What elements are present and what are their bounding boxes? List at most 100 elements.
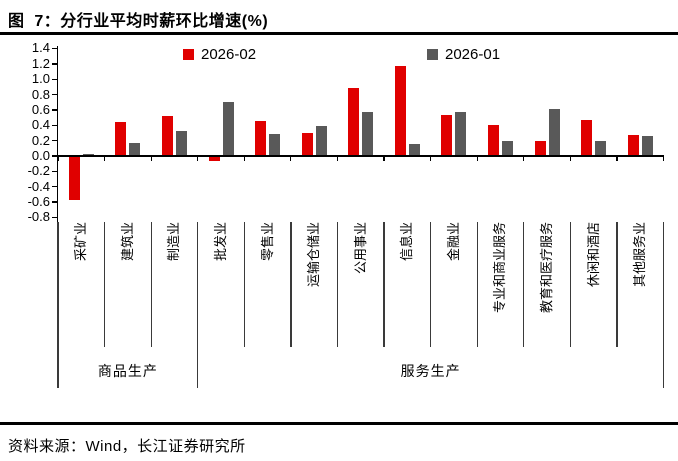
x-axis-category-tick xyxy=(336,156,339,161)
category-label-教育和医疗服务: 教育和医疗服务 xyxy=(539,222,555,314)
y-tick xyxy=(51,186,57,188)
bar-2026-02-其他服务业 xyxy=(627,135,639,156)
category-separator-line xyxy=(523,222,525,347)
bar-2026-02-信息业 xyxy=(394,66,406,156)
y-tick xyxy=(51,170,57,173)
group-separator-line xyxy=(57,222,59,388)
category-separator-line xyxy=(290,222,292,347)
category-label-建筑业: 建筑业 xyxy=(119,222,135,262)
source-note: 资料来源：Wind，长江证券研究所 xyxy=(8,438,246,455)
x-axis-category-tick xyxy=(383,156,385,161)
category-label-公用事业: 公用事业 xyxy=(352,222,368,275)
bar-2026-01-公用事业 xyxy=(362,112,374,156)
bar-2026-02-专业和商业服务 xyxy=(487,125,499,156)
x-axis-category-tick xyxy=(569,156,571,161)
category-separator-line xyxy=(430,222,432,347)
y-tick xyxy=(51,124,57,126)
category-separator-line xyxy=(383,222,385,347)
group-separator-line xyxy=(197,222,199,388)
y-tick-label: 0.0 xyxy=(31,148,50,163)
bar-2026-01-批发业 xyxy=(222,102,234,156)
x-axis-category-tick xyxy=(150,156,152,161)
category-label-专业和商业服务: 专业和商业服务 xyxy=(492,222,508,314)
legend-item-2026-02: 2026-02 xyxy=(183,47,256,63)
y-tick-label: 1.0 xyxy=(31,71,50,87)
bar-2026-01-金融业 xyxy=(455,112,467,156)
legend-label: 2026-02 xyxy=(201,46,257,63)
x-axis-category-tick xyxy=(616,156,618,161)
category-label-休闲和酒店: 休闲和酒店 xyxy=(585,222,601,288)
category-separator-line xyxy=(476,222,478,347)
x-axis-category-tick xyxy=(243,156,245,161)
category-label-批发业: 批发业 xyxy=(213,222,229,262)
bar-2026-01-采矿业 xyxy=(82,154,94,156)
y-tick xyxy=(51,216,57,219)
y-tick-label: 1.2 xyxy=(31,55,50,71)
x-axis-category-tick xyxy=(290,156,292,161)
bar-2026-01-专业和商业服务 xyxy=(501,141,513,156)
y-tick xyxy=(51,63,57,65)
bar-2026-01-教育和医疗服务 xyxy=(548,109,560,156)
bar-2026-02-制造业 xyxy=(161,116,173,156)
bar-2026-01-信息业 xyxy=(408,144,420,156)
category-separator-line xyxy=(150,222,152,347)
bar-2026-01-建筑业 xyxy=(129,142,141,156)
bar-2026-02-批发业 xyxy=(208,156,220,162)
category-label-其他服务业: 其他服务业 xyxy=(632,222,648,288)
y-axis-line xyxy=(56,46,58,222)
group-label-商品生产: 商品生产 xyxy=(97,363,158,379)
bar-2026-01-运输仓储业 xyxy=(315,126,327,156)
y-tick-label: 1.4 xyxy=(31,40,50,56)
category-label-运输仓储业: 运输仓储业 xyxy=(306,222,322,288)
y-tick xyxy=(51,78,57,80)
bar-2026-02-休闲和酒店 xyxy=(581,119,593,156)
category-separator-line xyxy=(569,222,572,347)
x-axis-category-tick xyxy=(57,156,59,161)
category-separator-line xyxy=(103,222,106,347)
bar-2026-02-教育和医疗服务 xyxy=(534,141,546,156)
x-axis-category-tick xyxy=(662,156,665,161)
y-tick-label: 0.4 xyxy=(31,117,50,133)
category-label-金融业: 金融业 xyxy=(445,222,461,262)
bar-2026-02-公用事业 xyxy=(348,87,360,156)
y-tick xyxy=(51,201,57,203)
category-separator-line xyxy=(243,222,245,347)
group-separator-line xyxy=(662,222,665,388)
category-separator-line xyxy=(336,222,339,347)
x-axis-category-tick xyxy=(523,156,525,161)
bar-2026-02-建筑业 xyxy=(115,122,127,156)
y-tick-label: -0.8 xyxy=(27,209,50,225)
title-rule xyxy=(0,32,678,35)
x-axis-category-tick xyxy=(430,156,432,161)
legend-label: 2026-01 xyxy=(445,46,501,63)
category-label-信息业: 信息业 xyxy=(399,222,415,262)
legend-item-2026-01: 2026-01 xyxy=(427,47,500,63)
category-separator-line xyxy=(616,222,618,347)
y-tick-label: -0.2 xyxy=(27,163,50,179)
y-tick xyxy=(51,155,57,157)
y-tick xyxy=(51,109,57,111)
bar-2026-02-金融业 xyxy=(441,114,453,156)
y-tick-label: -0.4 xyxy=(27,178,50,194)
y-tick-label: 0.6 xyxy=(31,101,50,117)
y-tick xyxy=(51,47,57,50)
bar-2026-02-零售业 xyxy=(255,121,267,156)
chart-title: 图 7：分行业平均时薪环比增速(%) xyxy=(8,13,269,30)
bar-2026-01-制造业 xyxy=(175,131,187,156)
category-label-制造业: 制造业 xyxy=(166,222,182,262)
y-tick-label: -0.6 xyxy=(27,194,50,210)
category-label-采矿业: 采矿业 xyxy=(73,222,89,262)
legend-swatch-red xyxy=(183,49,194,60)
bar-2026-01-其他服务业 xyxy=(641,136,653,156)
legend-swatch-gray xyxy=(427,49,438,60)
y-tick-label: 0.2 xyxy=(31,132,50,148)
bar-2026-01-零售业 xyxy=(269,133,281,156)
y-tick xyxy=(51,93,57,96)
group-label-服务生产: 服务生产 xyxy=(400,363,461,379)
y-tick-label: 0.8 xyxy=(31,86,50,102)
x-axis-category-tick xyxy=(476,156,478,161)
footer-rule xyxy=(0,422,678,425)
bar-2026-02-运输仓储业 xyxy=(301,132,313,156)
y-tick xyxy=(51,140,57,142)
